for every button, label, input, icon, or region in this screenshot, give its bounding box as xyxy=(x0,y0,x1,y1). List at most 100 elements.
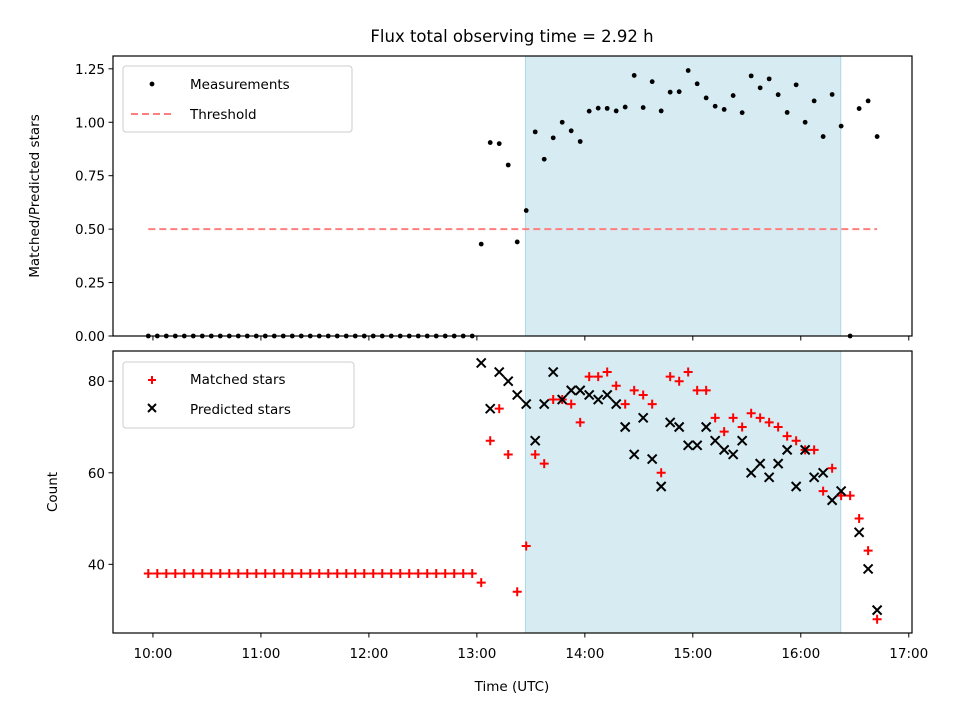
measurement-point xyxy=(613,108,619,114)
predicted-stars-point xyxy=(512,389,523,401)
matched-stars-point xyxy=(764,417,774,427)
legend-measurements-label: Measurements xyxy=(190,77,290,93)
predicted-stars-point xyxy=(853,527,865,538)
matched-stars-point xyxy=(287,568,297,578)
x-axis-label: Time (UTC) xyxy=(474,679,550,695)
predicted-stars-point xyxy=(718,444,730,456)
predicted-stars-point xyxy=(808,472,820,483)
matched-stars-point xyxy=(593,372,603,382)
predicted-stars-point xyxy=(682,440,694,451)
top-legend: Measurements Threshold xyxy=(122,65,353,133)
measurement-point xyxy=(640,105,646,110)
predicted-stars-point xyxy=(727,449,739,460)
measurement-point xyxy=(586,108,592,114)
legend-box xyxy=(122,361,355,429)
measurement-point xyxy=(604,105,610,111)
matched-stars-point xyxy=(332,568,342,578)
measurement-point xyxy=(667,89,673,95)
matched-stars-point xyxy=(872,614,882,624)
measurement-point xyxy=(505,162,511,168)
measurement-point xyxy=(496,141,502,147)
matched-stars-point xyxy=(314,568,324,578)
predicted-stars-point xyxy=(592,394,604,405)
matched-stars-point xyxy=(323,568,333,578)
legend-threshold-label: Threshold xyxy=(189,107,257,123)
measurement-point xyxy=(514,239,520,245)
y-tick-label: 60 xyxy=(88,466,105,482)
measurement-point xyxy=(532,129,538,135)
measurement-point xyxy=(694,81,700,87)
matched-stars-point xyxy=(773,422,783,432)
measurement-point xyxy=(478,241,484,247)
y-tick-label: 80 xyxy=(88,374,105,390)
measurement-point xyxy=(820,134,826,139)
y-tick-label: 0.75 xyxy=(75,169,105,185)
measurement-point xyxy=(685,68,691,73)
matched-stars-point xyxy=(701,385,711,395)
predicted-stars-point xyxy=(700,421,712,433)
measurement-point xyxy=(757,85,763,91)
matched-stars-point xyxy=(620,399,630,409)
measurement-point xyxy=(811,98,817,104)
x-tick-label: 10:00 xyxy=(133,646,172,662)
matched-stars-point xyxy=(422,568,432,578)
chart-title: Flux total observing time = 2.92 h xyxy=(370,27,653,46)
predicted-stars-point xyxy=(539,398,550,410)
matched-stars-point xyxy=(539,459,549,469)
matched-stars-point xyxy=(449,568,459,578)
matched-stars-point xyxy=(341,568,351,578)
matched-stars-point xyxy=(521,541,531,551)
predicted-stars-point xyxy=(871,604,883,616)
legend-measurements-marker xyxy=(149,81,155,87)
observing-window-span xyxy=(524,350,842,634)
x-tick-label: 12:00 xyxy=(349,646,388,662)
matched-stars-point xyxy=(278,568,288,578)
measurement-point xyxy=(721,107,727,112)
y-tick-label: 1.25 xyxy=(75,62,105,78)
measurement-point xyxy=(568,128,574,134)
matched-stars-point xyxy=(692,385,702,395)
matched-stars-point xyxy=(683,367,693,377)
x-tick-label: 15:00 xyxy=(673,646,712,662)
predicted-stars-point xyxy=(781,444,793,456)
measurement-point xyxy=(775,92,781,98)
matched-stars-point xyxy=(566,399,576,409)
predicted-stars-point xyxy=(826,495,838,506)
matched-stars-point xyxy=(647,399,657,409)
matched-stars-point xyxy=(503,449,513,459)
legend-box xyxy=(122,65,353,133)
predicted-stars-point xyxy=(583,389,595,401)
matched-stars-point xyxy=(152,568,162,578)
matched-stars-point xyxy=(548,395,558,405)
measurement-point xyxy=(856,106,862,111)
matched-stars-point xyxy=(809,445,819,455)
predicted-stars-point xyxy=(521,398,532,410)
top-y-axis-label: Matched/Predicted stars xyxy=(27,114,43,277)
predicted-stars-point xyxy=(485,403,496,414)
matched-stars-point xyxy=(575,417,585,427)
measurement-point xyxy=(730,93,736,98)
predicted-stars-point xyxy=(646,453,658,465)
measurement-point xyxy=(487,140,493,145)
matched-stars-point xyxy=(611,381,621,391)
measurement-point xyxy=(649,79,655,85)
predicted-stars-point xyxy=(655,481,667,492)
predicted-stars-point xyxy=(745,467,757,478)
matched-stars-point xyxy=(512,587,522,597)
matched-stars-point xyxy=(179,568,189,578)
predicted-stars-point xyxy=(790,481,802,492)
matched-stars-point xyxy=(296,568,306,578)
measurement-point xyxy=(784,110,790,115)
measurement-point xyxy=(523,208,529,213)
matched-stars-point xyxy=(206,568,216,578)
matched-stars-point xyxy=(395,568,405,578)
measurement-point xyxy=(793,82,799,88)
matched-stars-point xyxy=(845,491,855,501)
matched-stars-point xyxy=(584,372,594,382)
predicted-stars-point xyxy=(574,385,586,396)
measurement-point xyxy=(658,108,664,114)
predicted-stars-point xyxy=(835,485,847,497)
matched-stars-point xyxy=(413,568,423,578)
matched-stars-point xyxy=(467,568,477,578)
